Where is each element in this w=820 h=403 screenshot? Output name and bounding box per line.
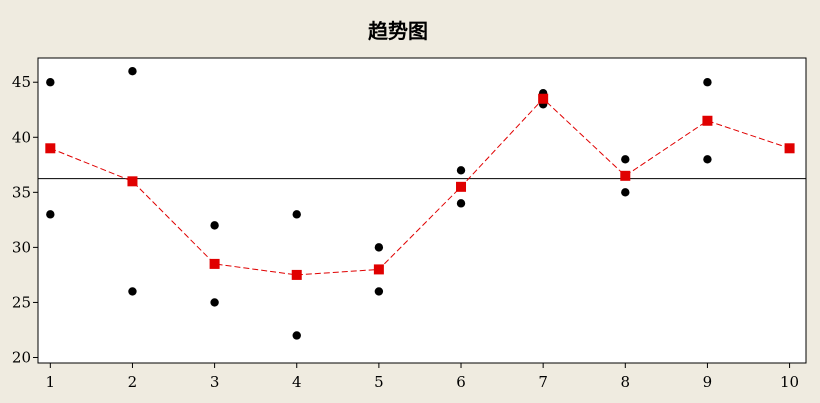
data-point [621,188,630,197]
data-point [456,199,466,208]
data-point [128,287,137,296]
data-point [210,221,219,230]
trend-marker [538,93,549,104]
data-point [46,210,55,219]
data-point [46,78,55,87]
y-tick-label: 25 [12,293,31,311]
trend-marker [45,143,56,154]
data-point [621,155,630,164]
data-point [374,243,384,252]
y-tick-label: 40 [12,128,31,146]
trend-line [50,98,790,276]
x-tick-label: 3 [210,373,220,391]
x-tick-label: 2 [128,373,138,391]
data-point [374,287,384,296]
data-point [703,78,712,87]
data-point [456,166,466,175]
x-tick-label: 1 [46,373,56,391]
x-tick-label: 5 [374,373,384,391]
x-tick-label: 4 [292,373,302,391]
x-tick-label: 7 [538,373,548,391]
x-tick-label: 8 [621,373,631,391]
trend-line-group [50,98,790,276]
trend-marker [620,170,631,181]
data-point [703,155,712,164]
y-tick-label: 35 [12,183,31,201]
trend-marker [784,143,795,154]
x-tick-label: 6 [456,373,466,391]
observation-points [46,67,712,340]
y-tick-label: 20 [12,348,31,366]
trend-marker [456,181,467,192]
trend-marker [209,258,220,269]
data-point [210,298,219,307]
x-axis: 1 2 3 4 5 6 7 8 9 10 [46,363,799,391]
y-tick-label: 30 [12,238,31,256]
x-tick-label: 10 [780,373,799,391]
y-axis: 20 25 30 35 40 45 [12,73,38,366]
trend-marker [127,176,138,187]
chart-title: 趋势图 [368,19,428,43]
x-tick-label: 9 [703,373,713,391]
y-tick-label: 45 [12,73,31,91]
trend-marker [702,115,713,126]
trend-marker [373,264,384,275]
trend-marker [291,269,302,280]
data-point [128,67,137,76]
plot-area [37,57,807,364]
data-point [292,331,301,340]
trend-markers [45,93,795,280]
data-point [292,210,301,219]
